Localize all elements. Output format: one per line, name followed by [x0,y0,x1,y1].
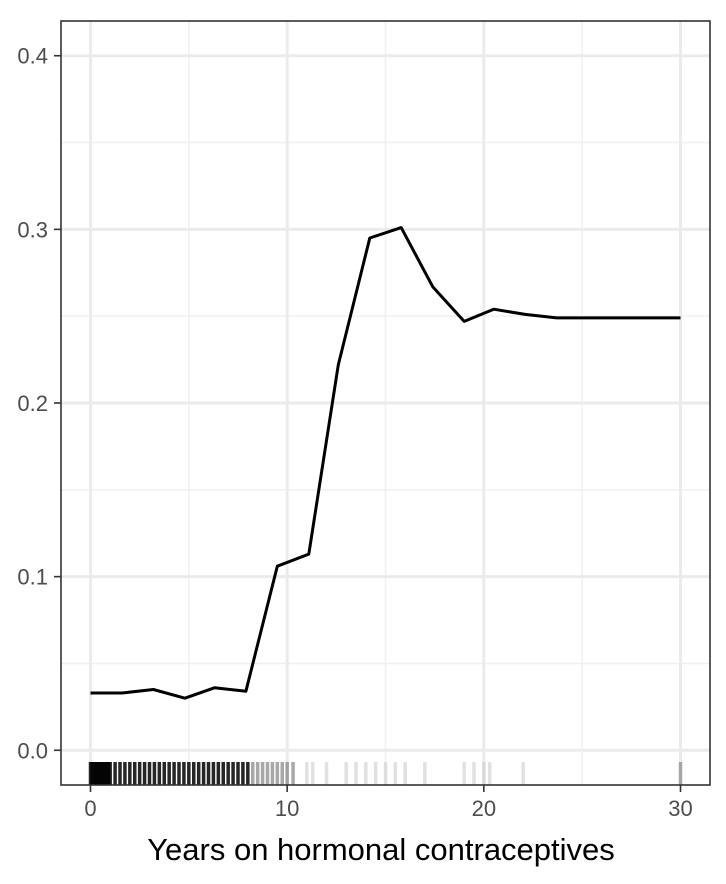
y-tick-label: 0.4 [17,44,48,69]
x-tick-label: 0 [84,796,96,821]
y-tick-label: 0.2 [17,391,48,416]
x-tick-label: 10 [275,796,299,821]
y-tick-label: 0.1 [17,565,48,590]
x-axis-title: Years on hormonal contraceptives [147,832,615,867]
y-axis: 0.0 0.1 0.2 0.3 0.4 [17,44,61,763]
y-tick-label: 0.0 [17,738,48,763]
y-tick-label: 0.3 [17,217,48,242]
x-tick-label: 20 [472,796,496,821]
gridlines [61,21,710,785]
x-tick-label: 30 [668,796,692,821]
x-axis: 0 10 20 30 [84,785,693,821]
series-line [90,226,681,700]
rug-marks [88,762,683,785]
